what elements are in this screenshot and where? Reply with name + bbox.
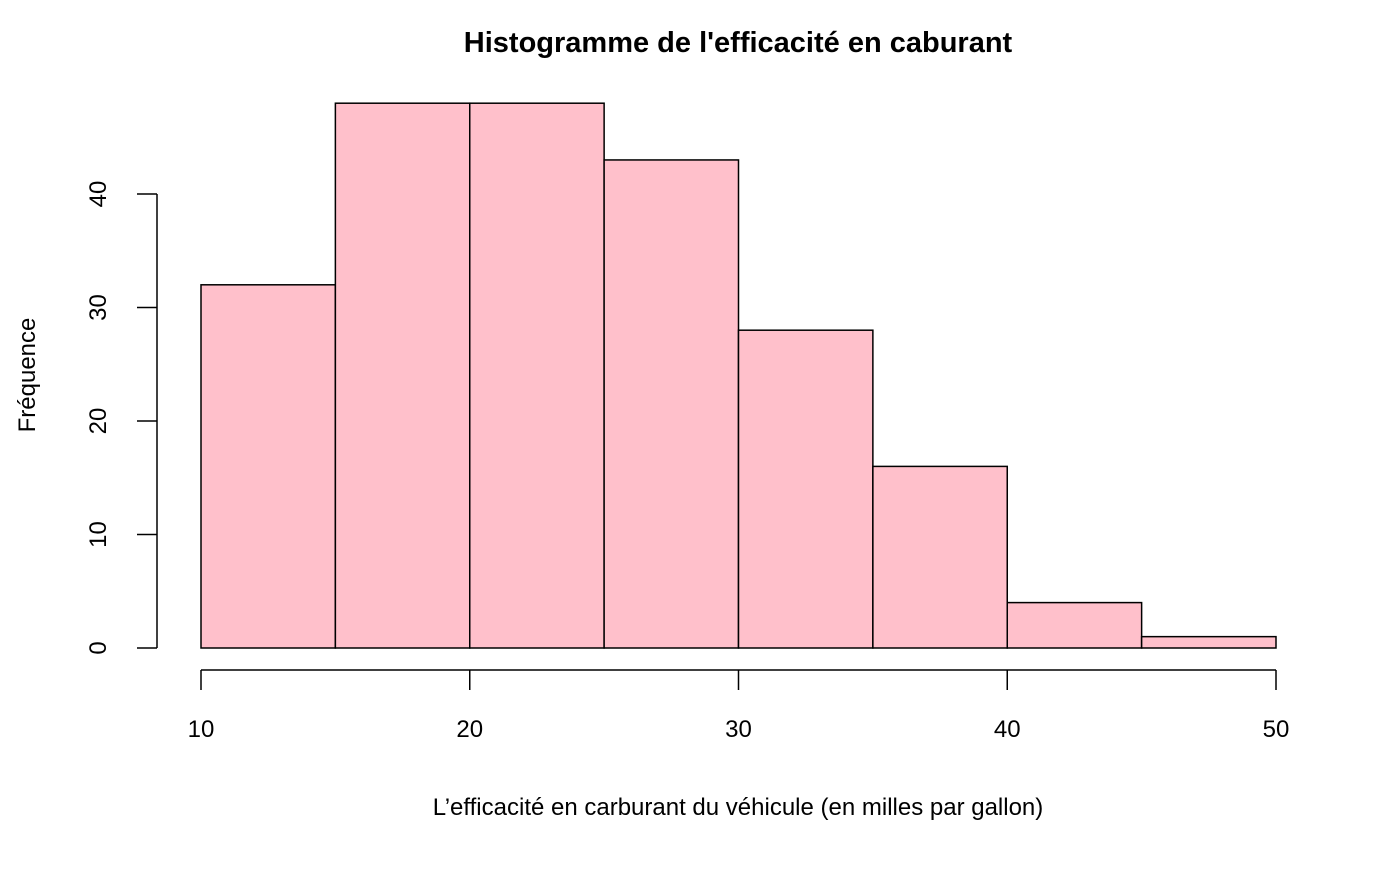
x-tick-label: 10	[188, 716, 215, 743]
x-tick-label: 30	[725, 716, 752, 743]
bars-group	[200, 102, 1277, 649]
y-tick-label: 20	[85, 408, 112, 435]
y-tick-label: 40	[85, 181, 112, 208]
histogram-bar-6	[872, 465, 1008, 649]
x-tick-label: 20	[456, 716, 483, 743]
x-tick-label: 40	[994, 716, 1021, 743]
y-tick-label: 30	[85, 294, 112, 321]
y-tick-label: 0	[85, 641, 112, 654]
y-axis: 0 10 20 30 40	[85, 181, 158, 655]
y-axis-label: Fréquence	[14, 318, 41, 433]
histogram-bar-2	[334, 102, 471, 649]
y-tick-label: 10	[85, 521, 112, 548]
x-axis-label: L’efficacité en carburant du véhicule (e…	[433, 794, 1044, 821]
chart-title: Histogramme de l'efficacité en caburant	[464, 27, 1013, 59]
x-axis: 10 20 30 40 50	[188, 669, 1290, 743]
histogram-bar-4	[603, 159, 740, 649]
histogram-bar-3	[469, 102, 605, 649]
histogram-bar-5	[737, 329, 874, 649]
histogram-bar-7	[1006, 601, 1143, 649]
histogram-bar-1	[200, 284, 337, 649]
histogram-bar-8	[1140, 635, 1277, 649]
x-tick-label: 50	[1263, 716, 1290, 743]
